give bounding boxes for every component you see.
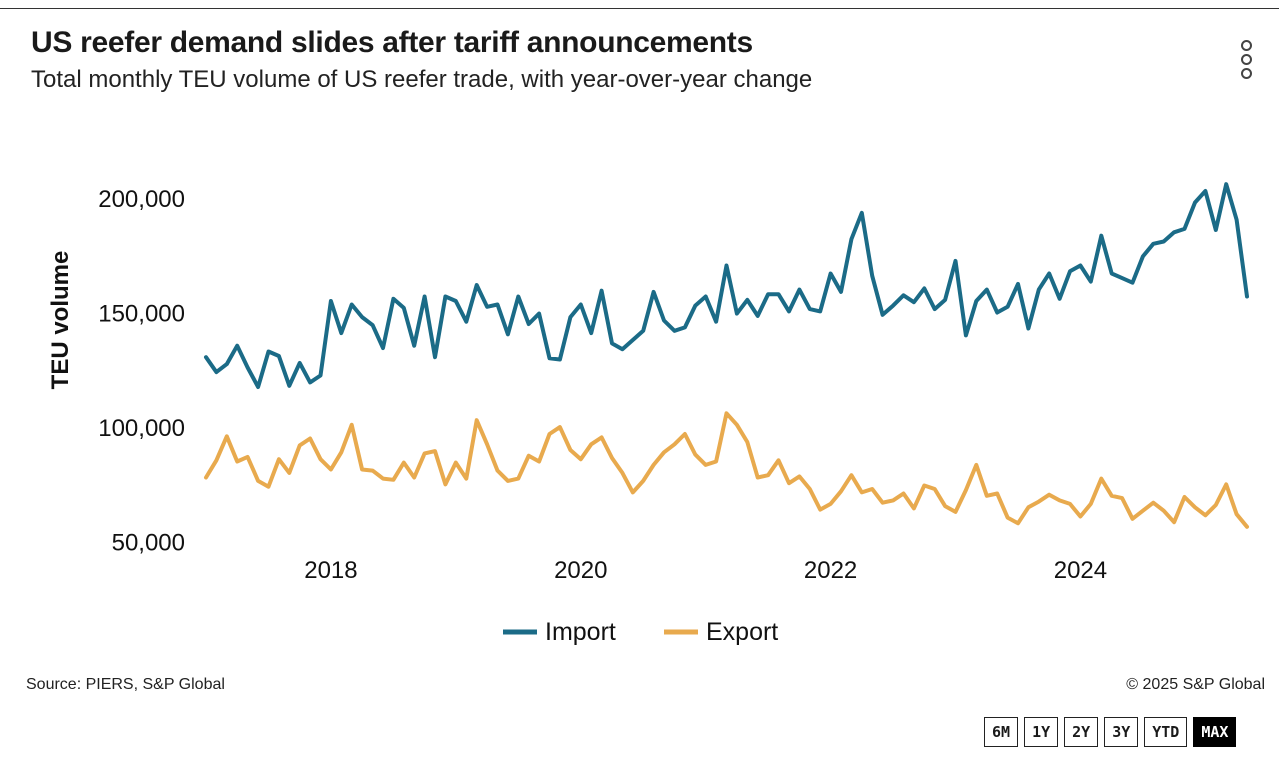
x-tick-label: 2022 [804,557,857,584]
source-note: Source: PIERS, S&P Global [26,676,225,693]
legend-label: Import [545,618,616,646]
line-chart: 50,000 100,000 150,000 200,000 2018 2020 2022… [47,182,1249,646]
y-tick-label: 100,000 [98,415,185,442]
range-button-max[interactable]: MAX [1193,717,1237,747]
legend: Import Export [503,618,778,646]
range-button-ytd[interactable]: YTD [1144,717,1188,747]
x-axis: 2018 2020 2022 2024 [304,557,1107,584]
range-button-6m[interactable]: 6M [984,717,1019,747]
x-tick-label: 2018 [304,557,357,584]
range-button-3y[interactable]: 3Y [1104,717,1139,747]
top-rule [0,8,1279,9]
x-tick-label: 2020 [554,557,607,584]
y-tick-label: 50,000 [112,530,185,557]
copyright-note: © 2025 S&P Global [1126,676,1265,693]
y-axis: 50,000 100,000 150,000 200,000 [98,186,185,557]
legend-item-import: Import [503,618,616,646]
legend-label: Export [706,618,778,646]
chart-subtitle: Total monthly TEU volume of US reefer tr… [31,66,813,93]
range-button-1y[interactable]: 1Y [1024,717,1059,747]
kebab-menu-icon[interactable] [1236,40,1256,79]
y-tick-label: 200,000 [98,186,185,213]
chart-title: US reefer demand slides after tariff ann… [31,26,753,59]
series-lines [204,182,1249,529]
y-tick-label: 150,000 [98,301,185,328]
series-line-export [204,411,1249,529]
y-axis-label: TEU volume [47,251,74,390]
x-tick-label: 2024 [1054,557,1107,584]
range-button-2y[interactable]: 2Y [1064,717,1099,747]
range-selector: 6M 1Y 2Y 3Y YTD MAX [984,717,1237,747]
series-line-import [204,182,1249,389]
legend-item-export: Export [664,618,778,646]
